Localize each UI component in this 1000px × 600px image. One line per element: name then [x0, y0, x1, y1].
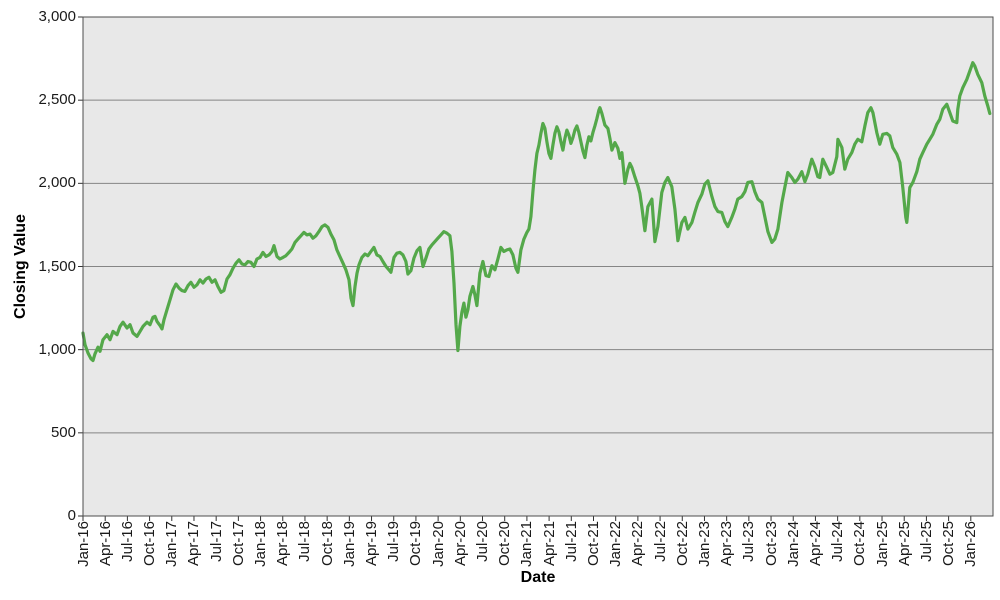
x-tick-label: Oct-21 — [584, 521, 602, 567]
x-tick-label: Apr-24 — [806, 521, 824, 567]
x-tick-label: Apr-19 — [363, 521, 381, 567]
y-tick-label: 0 — [67, 507, 76, 524]
y-tick-label: 1,500 — [38, 257, 76, 275]
closing-value-series-line — [81, 61, 992, 363]
x-tick-label: Oct-20 — [496, 521, 514, 567]
x-tick-label: Apr-17 — [185, 521, 203, 567]
x-tick-label: Apr-25 — [895, 521, 913, 567]
x-tick-label: Jan-23 — [695, 521, 713, 567]
x-tick-label: Oct-22 — [673, 521, 691, 567]
x-tick-label: Jan-22 — [607, 521, 625, 567]
x-tick-label: Apr-16 — [96, 521, 114, 567]
x-tick-label: Apr-20 — [451, 521, 469, 567]
x-tick-label: Jan-17 — [163, 521, 181, 567]
x-tick-label: Jul-19 — [385, 521, 403, 562]
x-tick-label: Oct-19 — [407, 521, 425, 567]
x-tick-label: Apr-23 — [718, 521, 736, 567]
plot-frame — [82, 16, 994, 517]
y-tick-label: 2,000 — [38, 174, 76, 192]
x-tick-label: Apr-22 — [629, 521, 647, 567]
x-tick-label: Jan-24 — [784, 521, 802, 567]
x-tick-label: Jul-16 — [118, 521, 136, 562]
x-tick-label: Jul-24 — [829, 521, 847, 562]
y-tick-label: 1,000 — [38, 340, 76, 358]
x-tick-label: Jan-20 — [429, 521, 447, 567]
x-tick-label: Jan-26 — [962, 521, 980, 567]
x-tick-label: Jul-17 — [207, 521, 225, 562]
x-tick-label: Oct-23 — [762, 521, 780, 567]
x-tick-label: Jan-21 — [518, 521, 536, 567]
x-axis-title: Date — [520, 569, 556, 586]
x-tick-label: Oct-25 — [940, 521, 958, 567]
x-tick-label: Oct-17 — [229, 521, 247, 567]
x-tick-label: Oct-24 — [851, 521, 869, 567]
x-tick-label: Jul-22 — [651, 521, 669, 562]
x-tick-label: Apr-18 — [274, 521, 292, 567]
x-tick-label: Oct-18 — [318, 521, 336, 567]
y-tick-label: 2,500 — [38, 91, 76, 109]
x-tick-label: Jul-21 — [562, 521, 580, 562]
x-tick-label: Jul-23 — [740, 521, 758, 562]
x-tick-label: Jan-18 — [252, 521, 270, 567]
x-tick-label: Jan-16 — [74, 521, 92, 567]
x-tick-label: Apr-21 — [540, 521, 558, 567]
y-tick-label: 3,000 — [38, 8, 76, 25]
x-tick-label: Jan-19 — [340, 521, 358, 567]
x-tick-label: Jul-18 — [296, 521, 314, 562]
x-tick-label: Jul-20 — [474, 521, 491, 562]
x-tick-label: Jan-25 — [873, 521, 891, 567]
x-tick-label: Oct-16 — [141, 521, 159, 567]
y-tick-label: 500 — [50, 423, 76, 441]
y-axis-title: Closing Value — [12, 214, 29, 319]
x-tick-label: Jul-25 — [917, 521, 935, 562]
